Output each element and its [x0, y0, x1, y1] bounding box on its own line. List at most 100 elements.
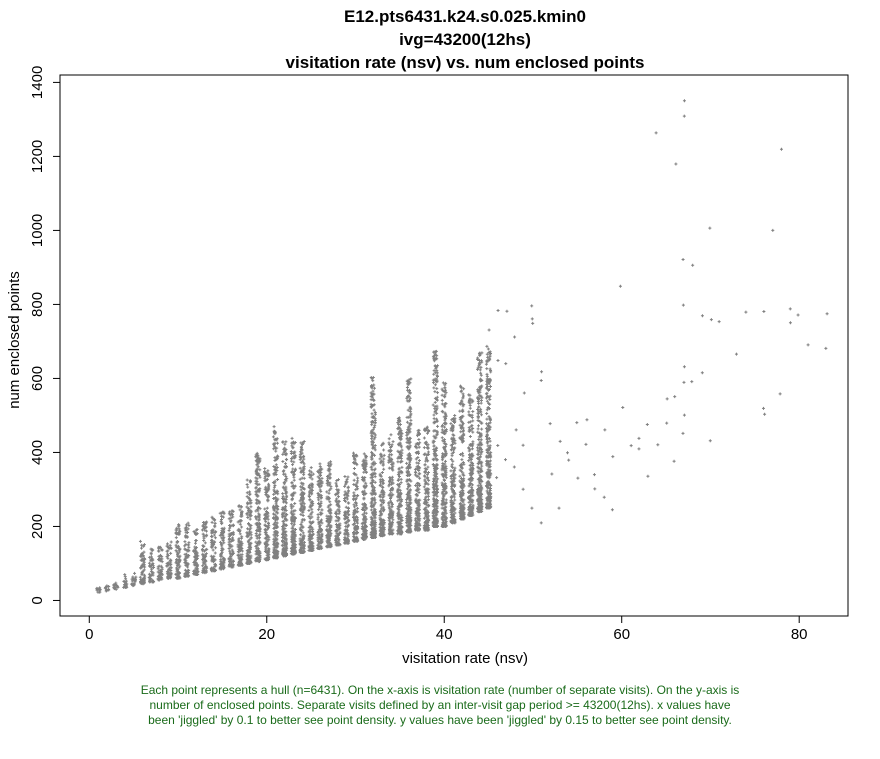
data-point [300, 508, 304, 512]
data-point [240, 536, 244, 540]
data-point [309, 466, 313, 470]
data-point [369, 515, 373, 519]
data-point [373, 522, 377, 526]
data-point [353, 505, 357, 509]
data-point [300, 495, 304, 499]
data-point [272, 425, 276, 429]
data-point [356, 476, 360, 480]
data-point [329, 508, 333, 512]
data-point [352, 538, 356, 542]
data-point [301, 542, 305, 546]
data-point [258, 555, 262, 559]
data-point [293, 516, 297, 520]
data-point [343, 490, 347, 494]
data-point [147, 561, 151, 565]
data-point [319, 500, 323, 504]
data-point [316, 513, 320, 517]
data-point [369, 476, 373, 480]
data-point [353, 458, 357, 462]
data-point [148, 577, 152, 581]
data-point [380, 485, 384, 489]
data-point [317, 508, 321, 512]
data-point [338, 532, 342, 536]
data-point [176, 544, 180, 548]
data-point [292, 478, 296, 482]
data-point [272, 488, 276, 492]
data-point [362, 526, 366, 530]
data-point [138, 575, 142, 579]
data-point [414, 516, 418, 520]
data-point [300, 447, 304, 451]
data-point [370, 377, 374, 381]
data-point [157, 549, 161, 553]
data-point [282, 482, 286, 486]
data-point [165, 563, 169, 567]
data-point [267, 472, 271, 476]
data-point [176, 539, 180, 543]
data-point [271, 516, 275, 520]
data-point [379, 503, 383, 507]
data-point [185, 555, 189, 559]
data-point [435, 387, 439, 391]
data-point [227, 510, 231, 514]
data-point [302, 547, 306, 551]
data-point [266, 521, 270, 525]
data-point [325, 520, 329, 524]
data-point [140, 546, 144, 550]
data-point [317, 541, 321, 545]
data-point [361, 521, 365, 525]
data-point [249, 514, 253, 518]
data-point [334, 481, 338, 485]
data-point [166, 553, 170, 557]
data-point [141, 562, 145, 566]
data-point [183, 572, 187, 576]
data-point [237, 540, 241, 544]
data-point [298, 453, 302, 457]
data-point [373, 475, 377, 479]
data-point [169, 551, 173, 555]
data-point [356, 487, 360, 491]
data-point [281, 512, 285, 516]
data-point [285, 518, 289, 522]
data-point [255, 459, 259, 463]
data-point [256, 488, 260, 492]
data-point [364, 467, 368, 471]
data-point [271, 435, 275, 439]
data-point [227, 546, 231, 550]
data-point [201, 556, 205, 560]
data-point [264, 542, 268, 546]
data-point [107, 584, 111, 588]
data-point [405, 500, 409, 504]
data-point [276, 542, 280, 546]
data-point [371, 403, 375, 407]
data-point [178, 564, 182, 568]
data-point [258, 522, 262, 526]
data-point [255, 545, 259, 549]
data-point [371, 431, 375, 435]
data-point [371, 453, 375, 457]
data-point [372, 392, 376, 396]
data-point [160, 555, 164, 559]
data-point [311, 527, 315, 531]
data-point [245, 555, 249, 559]
data-point [184, 561, 188, 565]
data-point [336, 488, 340, 492]
data-point [325, 534, 329, 538]
data-point [300, 524, 304, 528]
data-point [370, 493, 374, 497]
data-point [356, 525, 360, 529]
data-point [308, 472, 312, 476]
data-point [275, 538, 279, 542]
data-point [236, 543, 240, 547]
data-point [214, 546, 218, 550]
data-point [432, 444, 436, 448]
data-point [433, 383, 437, 387]
data-point [369, 394, 373, 398]
data-point [316, 515, 320, 519]
data-point [248, 479, 252, 483]
data-point [310, 488, 314, 492]
data-point [370, 437, 374, 441]
data-point [327, 509, 331, 513]
data-point [245, 501, 249, 505]
